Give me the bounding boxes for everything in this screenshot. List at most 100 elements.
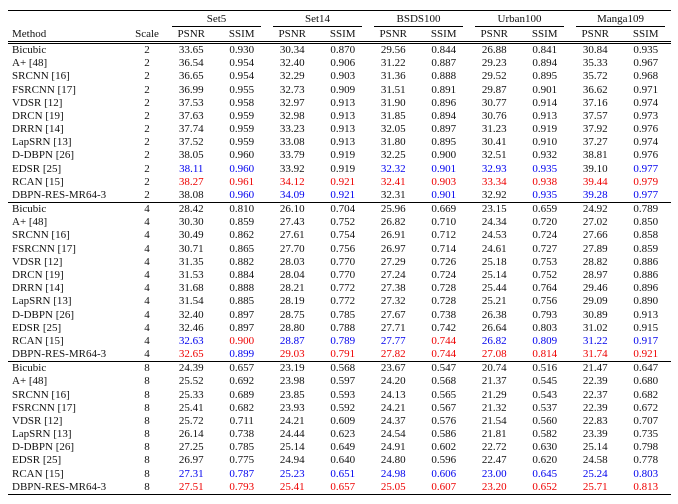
psnr-value-cell: 32.05 bbox=[380, 123, 406, 136]
scale-cell: 2 bbox=[144, 136, 150, 149]
ssim-value-cell: 0.979 bbox=[633, 175, 659, 188]
scale-cell: 8 bbox=[144, 401, 150, 414]
scale-cell: 2 bbox=[144, 96, 150, 109]
ssim-value-cell: 0.728 bbox=[431, 282, 457, 295]
method-cell: DRRN [14] bbox=[12, 123, 64, 136]
ssim-value-cell: 0.921 bbox=[633, 348, 659, 361]
table-row: LapSRN [13] 8 26.14 0.738 24.44 0.623 24.54 0.5… bbox=[8, 428, 671, 441]
ssim-value-cell: 0.742 bbox=[431, 321, 457, 334]
dataset-header-row: Set5 Set14 BSDS100 Urban100 Manga109 bbox=[8, 11, 671, 27]
psnr-value-cell: 24.34 bbox=[481, 216, 507, 229]
psnr-value-cell: 28.04 bbox=[279, 269, 305, 281]
table-row: D-DBPN [26] 2 38.05 0.960 33.79 0.919 32.25 0.9… bbox=[8, 149, 671, 162]
ssim-value-cell: 0.647 bbox=[620, 361, 672, 376]
method-cell: RCAN [15] bbox=[12, 175, 64, 188]
psnr-value-cell: 28.87 bbox=[279, 334, 305, 347]
ssim-value-cell: 0.582 bbox=[532, 428, 558, 441]
method-cell: FSRCNN [17] bbox=[12, 242, 76, 255]
method-cell: FSRCNN [17] bbox=[12, 401, 76, 414]
psnr-value-cell: 33.65 bbox=[178, 44, 204, 57]
psnr-value-cell: 23.67 bbox=[368, 361, 419, 376]
psnr-value-cell: 39.44 bbox=[582, 175, 608, 188]
method-cell: A+ [48] bbox=[12, 57, 48, 70]
ssim-value-cell: 0.915 bbox=[633, 321, 659, 334]
psnr-value-cell: 32.65 bbox=[178, 348, 204, 361]
scale-cell: 8 bbox=[144, 480, 150, 493]
scale-cell: 2 bbox=[144, 123, 150, 136]
ssim-value-cell: 0.714 bbox=[431, 242, 457, 255]
scale-cell: 4 bbox=[144, 348, 150, 361]
ssim-value-cell: 0.785 bbox=[229, 441, 255, 454]
psnr-value-cell: 22.47 bbox=[481, 454, 507, 467]
psnr-value-cell: 28.42 bbox=[166, 202, 217, 217]
ssim-value-cell: 0.914 bbox=[532, 96, 558, 109]
ssim-value-cell: 0.890 bbox=[633, 295, 659, 308]
ssim-column-header: SSIM bbox=[216, 27, 267, 44]
scale-cell: 4 bbox=[144, 269, 150, 281]
dataset-header-manga109: Manga109 bbox=[570, 11, 671, 27]
ssim-value-cell: 0.753 bbox=[532, 255, 558, 268]
ssim-value-cell: 0.657 bbox=[216, 361, 267, 376]
ssim-value-cell: 0.791 bbox=[330, 348, 356, 361]
psnr-value-cell: 27.70 bbox=[279, 242, 305, 255]
psnr-value-cell: 34.09 bbox=[279, 188, 305, 201]
ssim-value-cell: 0.886 bbox=[633, 255, 659, 268]
ssim-value-cell: 0.938 bbox=[532, 175, 558, 188]
scale-cell: 8 bbox=[144, 388, 150, 401]
ssim-value-cell: 0.735 bbox=[633, 428, 659, 441]
psnr-value-cell: 24.13 bbox=[380, 388, 406, 401]
ssim-value-cell: 0.858 bbox=[633, 229, 659, 242]
ssim-value-cell: 0.710 bbox=[431, 216, 457, 229]
ssim-column-header: SSIM bbox=[620, 27, 672, 44]
psnr-value-cell: 28.80 bbox=[279, 321, 305, 334]
ssim-value-cell: 0.775 bbox=[229, 454, 255, 467]
ssim-value-cell: 0.959 bbox=[229, 123, 255, 136]
ssim-value-cell: 0.651 bbox=[330, 467, 356, 480]
psnr-value-cell: 26.14 bbox=[178, 428, 204, 441]
ssim-value-cell: 0.652 bbox=[532, 480, 558, 493]
method-cell: Bicubic bbox=[8, 202, 128, 217]
ssim-value-cell: 0.568 bbox=[431, 375, 457, 388]
psnr-value-cell: 37.63 bbox=[178, 109, 204, 122]
ssim-value-cell: 0.897 bbox=[229, 308, 255, 321]
psnr-value-cell: 27.67 bbox=[380, 308, 406, 321]
psnr-value-cell: 24.20 bbox=[380, 375, 406, 388]
table-row: Bicubic 8 24.39 0.657 23.19 0.568 23.67 0.547 20… bbox=[8, 361, 672, 376]
ssim-value-cell: 0.901 bbox=[431, 188, 457, 201]
ssim-value-cell: 0.814 bbox=[532, 348, 558, 361]
ssim-value-cell: 0.954 bbox=[229, 70, 255, 83]
ssim-value-cell: 0.623 bbox=[330, 428, 356, 441]
ssim-value-cell: 0.919 bbox=[330, 162, 356, 175]
psnr-value-cell: 25.71 bbox=[582, 480, 608, 493]
psnr-value-cell: 35.72 bbox=[582, 70, 608, 83]
table-row: DRCN [19] 4 31.53 0.884 28.04 0.770 27.24 0.724… bbox=[8, 269, 671, 282]
ssim-value-cell: 0.913 bbox=[532, 109, 558, 122]
table-row: VDSR [12] 4 31.35 0.882 28.03 0.770 27.29 0.726… bbox=[8, 256, 671, 269]
psnr-value-cell: 37.92 bbox=[582, 123, 608, 136]
psnr-value-cell: 33.08 bbox=[279, 136, 305, 149]
dataset-label: BSDS100 bbox=[374, 13, 463, 27]
psnr-value-cell: 38.08 bbox=[178, 188, 204, 201]
ssim-value-cell: 0.669 bbox=[418, 202, 469, 217]
method-cell: EDSR [25] bbox=[12, 162, 62, 175]
ssim-value-cell: 0.756 bbox=[330, 242, 356, 255]
psnr-value-cell: 25.14 bbox=[279, 441, 305, 454]
ssim-value-cell: 0.896 bbox=[633, 282, 659, 295]
psnr-value-cell: 31.68 bbox=[178, 282, 204, 295]
psnr-value-cell: 21.47 bbox=[570, 361, 621, 376]
ssim-value-cell: 0.543 bbox=[532, 388, 558, 401]
ssim-value-cell: 0.865 bbox=[229, 242, 255, 255]
table-row: D-DBPN [26] 8 27.25 0.785 25.14 0.649 24.91 0.6… bbox=[8, 441, 671, 454]
scale-cell: 2 bbox=[144, 149, 150, 162]
psnr-value-cell: 25.72 bbox=[178, 414, 204, 427]
ssim-value-cell: 0.895 bbox=[431, 136, 457, 149]
ssim-value-cell: 0.888 bbox=[229, 282, 255, 295]
psnr-value-cell: 37.57 bbox=[582, 109, 608, 122]
psnr-value-cell: 25.44 bbox=[481, 282, 507, 295]
table-row: SRCNN [16] 2 36.65 0.954 32.29 0.903 31.36 0.88… bbox=[8, 70, 671, 83]
psnr-value-cell: 37.52 bbox=[178, 136, 204, 149]
psnr-value-cell: 37.16 bbox=[582, 96, 608, 109]
psnr-value-cell: 26.10 bbox=[267, 202, 318, 217]
ssim-value-cell: 0.958 bbox=[229, 96, 255, 109]
psnr-value-cell: 33.34 bbox=[481, 175, 507, 188]
